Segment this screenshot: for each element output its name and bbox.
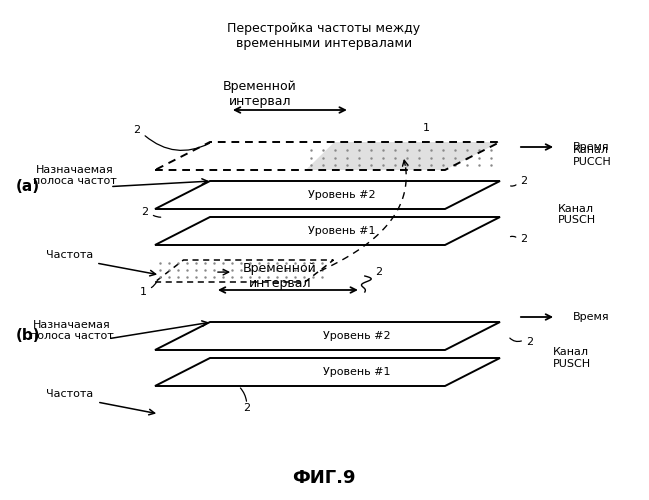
Text: (b): (b) — [16, 328, 40, 344]
Polygon shape — [155, 260, 334, 282]
Polygon shape — [155, 322, 500, 350]
Text: Частота: Частота — [46, 389, 93, 399]
Text: Уровень #1: Уровень #1 — [308, 226, 376, 236]
Text: 2: 2 — [243, 403, 251, 413]
Text: Время: Время — [573, 312, 609, 322]
Text: 2: 2 — [134, 125, 141, 135]
Polygon shape — [155, 142, 500, 170]
Text: 2: 2 — [520, 176, 527, 186]
Polygon shape — [306, 142, 500, 170]
Text: (a): (a) — [16, 179, 40, 194]
Text: Канал
PUSCH: Канал PUSCH — [553, 347, 591, 369]
Text: Временной
интервал: Временной интервал — [243, 262, 317, 290]
Text: Частота: Частота — [46, 250, 93, 260]
Text: Назначаемая
полоса частот: Назначаемая полоса частот — [30, 320, 114, 341]
Text: 2: 2 — [526, 337, 533, 347]
Text: Уровень #1: Уровень #1 — [323, 367, 390, 377]
Text: Назначаемая
полоса частот: Назначаемая полоса частот — [33, 164, 117, 186]
Text: Уровень #2: Уровень #2 — [308, 190, 376, 200]
Text: Канал
PUCCH: Канал PUCCH — [573, 145, 612, 167]
Polygon shape — [155, 358, 500, 386]
Text: 2: 2 — [520, 234, 527, 244]
Text: Временной
интервал: Временной интервал — [223, 80, 297, 108]
Text: Время: Время — [573, 142, 609, 152]
Polygon shape — [155, 217, 500, 245]
Text: 1: 1 — [140, 287, 147, 297]
Text: 1: 1 — [423, 123, 430, 133]
Text: Канал
PUSCH: Канал PUSCH — [558, 204, 596, 225]
Text: ФИГ.9: ФИГ.9 — [292, 469, 356, 487]
Text: 2: 2 — [375, 267, 382, 277]
Text: Перестройка частоты между
временными интервалами: Перестройка частоты между временными инт… — [227, 22, 421, 50]
Text: Уровень #2: Уровень #2 — [323, 331, 390, 341]
Polygon shape — [155, 181, 500, 209]
Text: 2: 2 — [141, 207, 149, 217]
